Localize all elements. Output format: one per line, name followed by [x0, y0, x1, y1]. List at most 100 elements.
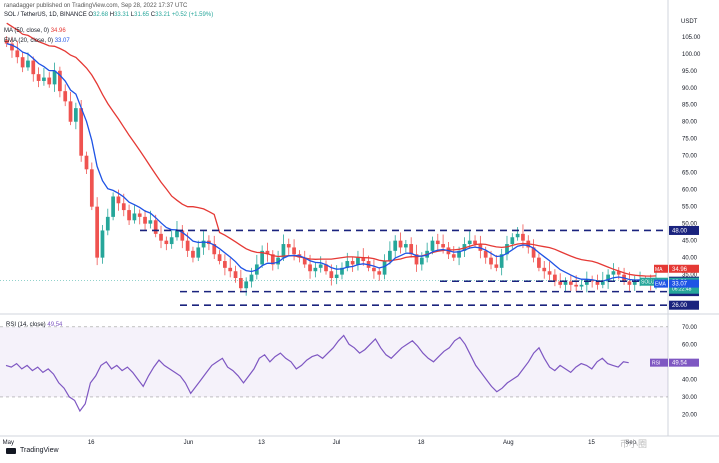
candle-body [537, 257, 541, 268]
candle-body [10, 43, 14, 51]
price-tick-label: 45.00 [682, 239, 698, 245]
candle-body [521, 233, 525, 241]
rsi-tick-label: 20.00 [682, 412, 698, 418]
candle-body [26, 60, 30, 68]
rsi-indicator-label[interactable]: RSI (14, close) 49.54 [6, 322, 62, 328]
rsi-tick-label: 40.00 [682, 377, 698, 383]
rsi-line [5, 334, 629, 413]
ohlc-high-label: H [109, 12, 115, 18]
candle-body [73, 108, 78, 122]
candle-body [121, 203, 126, 211]
candle-body [249, 274, 254, 282]
candle-body [340, 267, 344, 275]
candle-body [238, 278, 243, 289]
brand-name: TradingView [20, 447, 59, 454]
ohlc-close: 33.21 [155, 12, 171, 18]
candle-body [579, 284, 584, 287]
candle-body [313, 267, 318, 272]
ema-indicator-label[interactable]: EMA (20, close, 0) 33.07 [4, 38, 70, 44]
ma-label: MA (50, close, 0) [4, 28, 50, 34]
symbol-header: SOL / TetherUS, 1D, BINANCE O32.68 H33.3… [4, 12, 213, 18]
ohlc-open: 32.68 [93, 12, 109, 18]
rsi-tag-bg [669, 358, 699, 367]
level-tag-label: 48.00 [672, 228, 688, 234]
candle-body [302, 257, 307, 265]
candle-body [260, 250, 265, 265]
price-tick-label: 80.00 [682, 120, 698, 126]
candle-body [505, 244, 509, 255]
candle-body [494, 264, 499, 268]
price-tag-bg [669, 279, 699, 288]
ohlc-low-label: L [130, 12, 135, 18]
ema-value: 33.07 [54, 38, 70, 44]
candle-body [191, 250, 195, 258]
rsi-label: RSI (14, close) [6, 322, 46, 328]
price-tag-countdown: 06:22:48 [672, 287, 692, 293]
price-tag-name: EMA [655, 282, 667, 288]
level-tag-label: 26.00 [672, 303, 688, 309]
candle-body [563, 281, 568, 285]
rsi-tag-name: RSI [652, 361, 660, 367]
candle-body [324, 264, 328, 272]
candle-body [334, 274, 339, 279]
ohlc-low: 31.65 [134, 12, 150, 18]
candle-body [403, 244, 408, 248]
candle-body [590, 279, 595, 282]
candle-body [350, 261, 355, 265]
candle-body [318, 264, 323, 268]
candle-body [15, 50, 20, 58]
price-tag-value: 34.96 [672, 267, 688, 273]
candle-body [180, 230, 185, 241]
candle-body [169, 237, 174, 245]
ohlc-close-label: C [150, 12, 156, 18]
candle-body [276, 257, 280, 265]
candle-body [42, 77, 46, 81]
candle-body [611, 271, 616, 275]
candle-body [547, 271, 552, 275]
rsi-band [0, 326, 668, 397]
price-tick-label: 65.00 [682, 171, 698, 177]
candle-body [542, 267, 547, 272]
candle-body [345, 261, 350, 268]
candle-body [377, 271, 382, 275]
candle-body [483, 250, 488, 258]
candle-body [132, 213, 137, 221]
price-tick-label: 55.00 [682, 205, 698, 211]
candle-body [616, 271, 621, 275]
candle-body [584, 279, 589, 285]
price-tick-label: 85.00 [682, 103, 698, 109]
time-tick-label: May [3, 440, 14, 446]
candle-body [595, 281, 600, 285]
candle-body [281, 244, 286, 258]
level-tag-bg [669, 300, 699, 310]
candle-body [52, 70, 57, 85]
candle-body [329, 271, 334, 279]
candle-body [393, 240, 398, 251]
tradingview-logo[interactable]: TradingView [6, 447, 59, 454]
price-tag-name-bg [654, 264, 668, 273]
candle-body [361, 257, 366, 262]
candle-body [430, 240, 435, 251]
candle-body [36, 74, 41, 81]
ema-label: EMA (20, close, 0) [4, 38, 54, 44]
candle-body [441, 244, 445, 248]
candle-body [137, 213, 142, 217]
candle-body [143, 216, 147, 224]
candle-body [398, 240, 403, 248]
price-tick-label: 75.00 [682, 137, 698, 143]
candle-body [217, 254, 222, 262]
candle-body [451, 254, 456, 258]
rsi-tag-name-bg [650, 358, 668, 367]
time-tick-label: 13 [258, 440, 265, 446]
watermark: 币小圈 [620, 439, 648, 449]
candle-body [467, 240, 472, 245]
ma-indicator-label[interactable]: MA (50, close, 0) 34.96 [4, 28, 66, 34]
time-tick-label: Sep [625, 440, 636, 446]
publish-info: ranadagger published on TradingView.com,… [4, 3, 188, 9]
price-tick-label: 90.00 [682, 86, 698, 92]
candle-body [20, 57, 25, 68]
candle-body [388, 250, 392, 262]
price-tag-name: SOLUSDT [641, 280, 665, 286]
candle-body [116, 196, 121, 204]
candle-body [600, 281, 605, 285]
